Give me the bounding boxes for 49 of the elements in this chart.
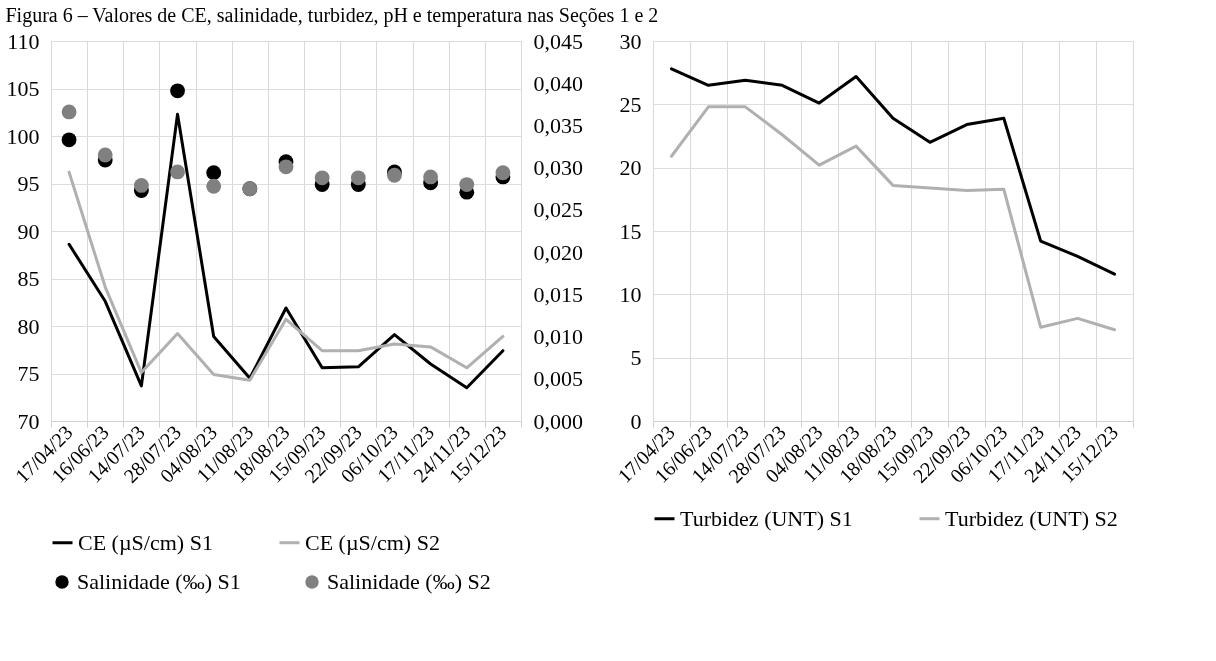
y-tick-label: 25 [619, 91, 642, 117]
y2-tick-label: 0,015 [533, 281, 583, 307]
y2-tick-label: 0,005 [533, 366, 583, 392]
legend-label: Salinidade (‰) S2 [327, 569, 491, 594]
point [459, 177, 475, 192]
legend-label: Turbidez (UNT) S1 [680, 505, 853, 531]
y-tick-label: 90 [17, 218, 40, 244]
y2-tick-label: 0,040 [533, 70, 583, 96]
y-tick-label: 85 [17, 266, 40, 291]
point [278, 159, 294, 175]
legend-label: CE (µS/cm) S1 [78, 529, 213, 555]
y-tick-label: 5 [630, 345, 642, 371]
line-series [67, 170, 505, 382]
y-tick-label: 75 [17, 361, 40, 386]
legend-label: Salinidade (‰) S1 [77, 569, 241, 594]
point [61, 104, 77, 120]
point [61, 132, 77, 148]
y-tick-label: 80 [17, 313, 40, 339]
point [170, 83, 185, 99]
point [170, 164, 185, 180]
legend-label: Turbidez (UNT) S2 [945, 505, 1118, 531]
y-tick-label: 20 [619, 155, 642, 181]
y2-tick-label: 0,035 [533, 112, 583, 138]
y-tick-label: 95 [17, 171, 40, 196]
y-tick-label: 15 [619, 218, 642, 244]
y-tick-label: 110 [7, 28, 40, 54]
y2-tick-label: 0,045 [533, 28, 583, 54]
y-tick-label: 30 [619, 28, 642, 54]
legend-label: CE (µS/cm) S2 [305, 529, 440, 555]
point [133, 178, 149, 193]
line-series [669, 105, 1117, 332]
y2-tick-label: 0,030 [533, 155, 583, 181]
chart-title: Figura 6 – Valores de CE, salinidade, turbidez, pH e temperatura nas Seções 1 e 2 [5, 3, 659, 27]
y2-tick-label: 0,025 [533, 197, 583, 223]
point [495, 165, 511, 181]
y2-tick-label: 0,010 [533, 324, 583, 350]
point [350, 170, 366, 186]
y-tick-label: 10 [619, 281, 642, 307]
y2-tick-label: 0,020 [533, 239, 583, 265]
line-series [67, 112, 505, 390]
point [206, 165, 222, 181]
point [314, 170, 330, 186]
point [206, 178, 222, 194]
y2-tick-label: 0,000 [533, 408, 583, 434]
point [97, 147, 113, 163]
y-tick-label: 100 [6, 123, 40, 149]
point [423, 169, 439, 185]
y-tick-label: 105 [6, 76, 40, 101]
line-series [669, 67, 1117, 276]
